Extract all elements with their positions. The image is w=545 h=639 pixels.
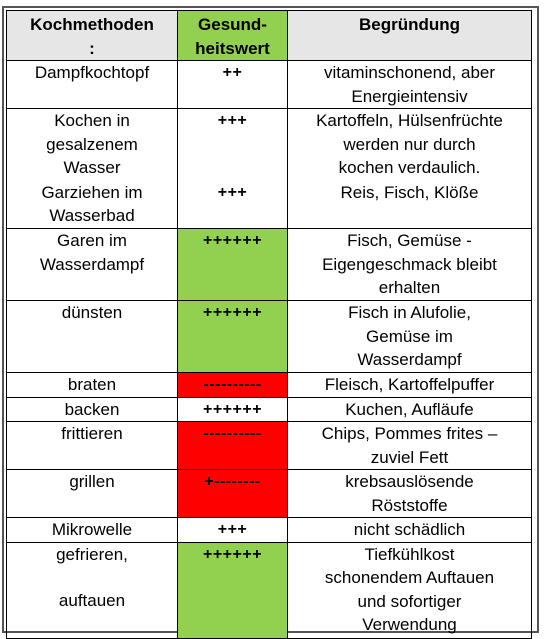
method-cell: backen: [6, 396, 178, 422]
header-method: Kochmethoden:: [6, 10, 178, 61]
cooking-methods-table: Kochmethoden: Gesund-heitswert Begründun…: [6, 10, 532, 639]
reason-cell: nicht schädlich: [287, 517, 532, 543]
reason-cell: Kartoffeln, Hülsenfrüchte werden nur durc…: [287, 108, 532, 181]
table-row: grillen +-------- krebsauslösende Röststo…: [6, 469, 532, 518]
header-health-value: Gesund-heitswert: [177, 10, 288, 61]
rating-cell: +++: [177, 517, 288, 543]
reason-cell: Kuchen, Aufläufe: [287, 396, 532, 422]
reason-cell: Fisch, Gemüse - Eigengeschmack bleibt erha…: [287, 228, 532, 301]
method-cell: Garziehen im Wasserbad: [6, 180, 178, 229]
reason-cell: Reis, Fisch, Klöße: [287, 180, 532, 229]
table-row: Kochen in gesalzenem Wasser +++ Kartoffeln…: [6, 108, 532, 181]
method-cell: grillen: [6, 469, 178, 518]
method-cell: frittieren: [6, 421, 178, 470]
reason-cell: Tiefkühlkost schonendem Auftauen und sofor…: [287, 541, 532, 639]
method-cell: dünsten: [6, 300, 178, 373]
reason-cell: Fisch in Alufolie, Gemüse im Wasserdampf: [287, 300, 532, 373]
rating-cell: +++: [177, 180, 288, 229]
rating-cell: ++: [177, 60, 288, 109]
table-row: dünsten ++++++ Fisch in Alufolie, Gemüse …: [6, 300, 532, 373]
table-row: Garziehen im Wasserbad +++ Reis, Fisch, K…: [6, 180, 532, 229]
reason-cell: vitaminschonend, aber Energieintensiv: [287, 60, 532, 109]
table-row: braten ---------- Fleisch, Kartoffelpuff…: [6, 372, 532, 398]
method-cell: Mikrowelle: [6, 517, 178, 543]
reason-cell: krebsauslösende Röststoffe: [287, 469, 532, 518]
table-row: backen ++++++ Kuchen, Aufläufe: [6, 396, 532, 422]
reason-cell: Fleisch, Kartoffelpuffer: [287, 372, 532, 398]
table-row: Garen im Wasserdampf ++++++ Fisch, Gemüse…: [6, 228, 532, 301]
reason-cell: Chips, Pommes frites – zuviel Fett: [287, 421, 532, 470]
method-cell: gefrieren, auftauen: [6, 541, 178, 639]
rating-cell: ++++++: [177, 228, 288, 301]
header-reason: Begründung: [287, 10, 532, 61]
table-row: frittieren ---------- Chips, Pommes frit…: [6, 421, 532, 470]
table-row: Dampfkochtopf ++ vitaminschonend, aber En…: [6, 60, 532, 109]
rating-cell: ----------: [177, 421, 288, 470]
rating-cell: +++: [177, 108, 288, 181]
table-row: Mikrowelle +++ nicht schädlich: [6, 517, 532, 543]
rating-cell: ++++++: [177, 541, 288, 639]
table-row: gefrieren, auftauen ++++++ Tiefkühlkost sc…: [6, 541, 532, 639]
rating-cell: ++++++: [177, 300, 288, 373]
rating-cell: +--------: [177, 469, 288, 518]
header-row: Kochmethoden: Gesund-heitswert Begründun…: [6, 10, 532, 61]
method-cell: Kochen in gesalzenem Wasser: [6, 108, 178, 181]
method-cell: braten: [6, 372, 178, 398]
rating-cell: ++++++: [177, 396, 288, 422]
rating-cell: ----------: [177, 372, 288, 398]
method-cell: Garen im Wasserdampf: [6, 228, 178, 301]
method-cell: Dampfkochtopf: [6, 60, 178, 109]
